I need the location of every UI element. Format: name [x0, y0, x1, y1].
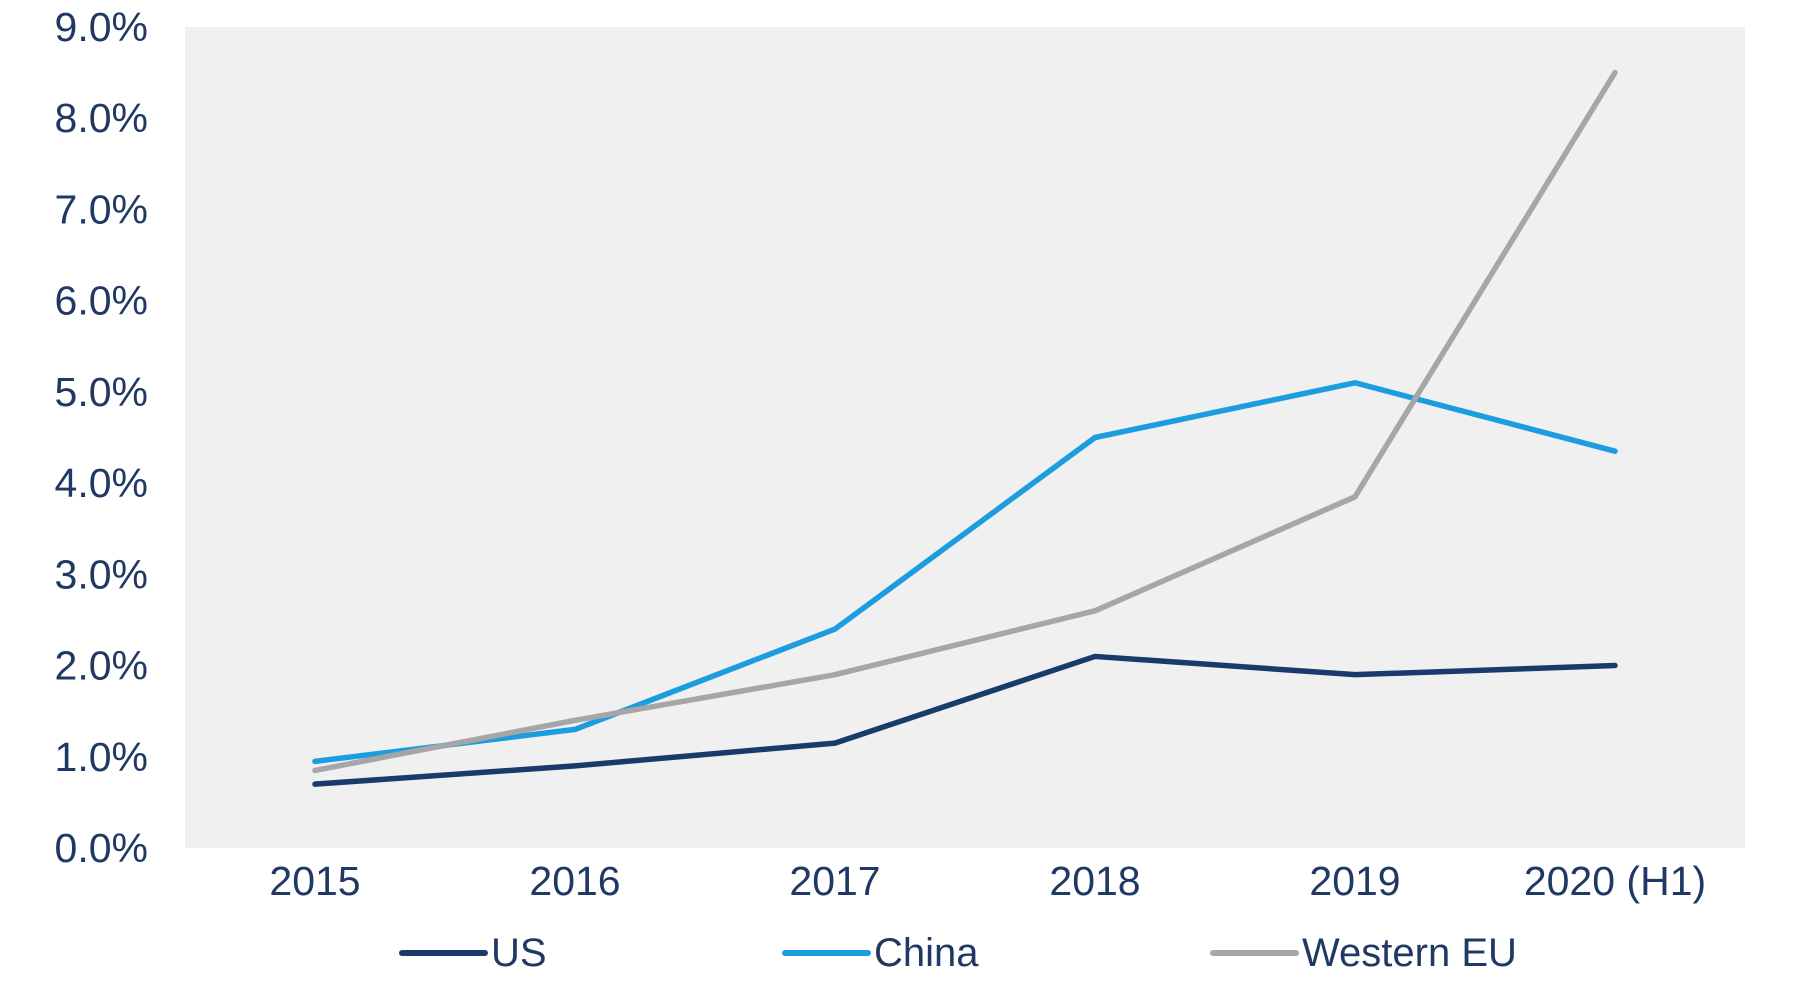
x-tick-label: 2016	[529, 858, 620, 904]
y-tick-label: 1.0%	[55, 734, 148, 780]
x-tick-label: 2017	[789, 858, 880, 904]
legend-item-western-eu: Western EU	[1210, 931, 1517, 975]
y-tick-label: 4.0%	[55, 460, 148, 506]
y-tick-label: 0.0%	[55, 825, 148, 871]
legend-item-us: US	[399, 931, 547, 975]
legend: US China Western EU	[399, 931, 1517, 975]
series-line-western-eu	[312, 69, 1618, 774]
legend-label-us: US	[491, 931, 547, 975]
series-line-china	[312, 380, 1618, 765]
legend-item-china: China	[782, 931, 979, 975]
y-tick-label: 3.0%	[55, 551, 148, 597]
legend-label-china: China	[874, 931, 979, 975]
data-series-lines	[312, 69, 1618, 787]
y-axis-tick-labels: 0.0% 1.0% 2.0% 3.0% 4.0% 5.0% 6.0% 7.0% 8.0% 9.0%	[55, 4, 148, 871]
x-tick-label: 2018	[1049, 858, 1140, 904]
y-tick-label: 5.0%	[55, 369, 148, 415]
x-tick-label: 2015	[269, 858, 360, 904]
x-axis-tick-labels: 2015 2016 2017 2018 2019 2020 (H1)	[269, 858, 1706, 904]
series-line-us	[312, 653, 1618, 787]
y-tick-label: 6.0%	[55, 278, 148, 324]
plot-area	[185, 27, 1745, 848]
y-tick-label: 2.0%	[55, 643, 148, 689]
y-tick-label: 9.0%	[55, 4, 148, 50]
x-tick-label: 2020 (H1)	[1524, 858, 1706, 904]
legend-label-western-eu: Western EU	[1302, 931, 1517, 975]
x-tick-label: 2019	[1309, 858, 1400, 904]
y-tick-label: 7.0%	[55, 186, 148, 232]
y-tick-label: 8.0%	[55, 95, 148, 141]
